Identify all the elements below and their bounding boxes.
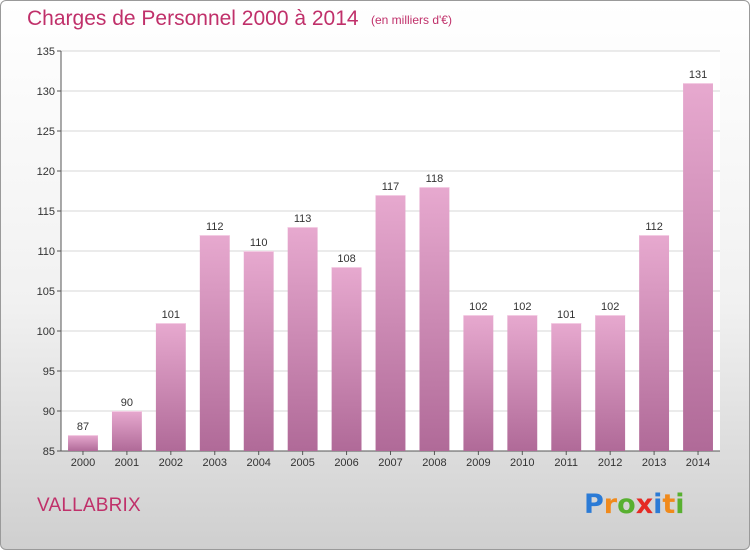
x-tick-label: 2004 bbox=[246, 457, 270, 469]
bar bbox=[243, 251, 274, 451]
logo-letter: i bbox=[675, 489, 685, 520]
bar-value-label: 102 bbox=[469, 301, 487, 313]
bar bbox=[111, 411, 142, 451]
bar bbox=[331, 267, 362, 451]
logo-letter: P bbox=[584, 489, 604, 520]
y-tick-label: 130 bbox=[37, 86, 55, 98]
bar bbox=[551, 323, 582, 451]
bar-value-label: 131 bbox=[689, 69, 707, 81]
bar-value-label: 101 bbox=[162, 309, 180, 321]
y-tick-label: 85 bbox=[43, 446, 55, 458]
x-tick-label: 2002 bbox=[159, 457, 183, 469]
x-tick-label: 2005 bbox=[290, 457, 314, 469]
x-tick-label: 2014 bbox=[686, 457, 710, 469]
y-tick-label: 100 bbox=[37, 326, 55, 338]
chart-title: Charges de Personnel 2000 à 2014 bbox=[27, 7, 359, 30]
logo-letter: x bbox=[635, 489, 654, 520]
commune-name: VALLABRIX bbox=[37, 495, 141, 516]
bar bbox=[199, 235, 230, 451]
x-tick-label: 2006 bbox=[334, 457, 358, 469]
y-tick-label: 95 bbox=[43, 366, 55, 378]
y-tick-label: 115 bbox=[37, 206, 55, 218]
x-tick-label: 2009 bbox=[466, 457, 490, 469]
bar-value-label: 117 bbox=[382, 181, 400, 193]
bar bbox=[463, 315, 494, 451]
bar-value-label: 102 bbox=[601, 301, 619, 313]
x-tick-label: 2008 bbox=[422, 457, 446, 469]
x-tick-label: 2012 bbox=[598, 457, 622, 469]
bar bbox=[419, 187, 450, 451]
bar bbox=[639, 235, 670, 451]
bar-value-label: 87 bbox=[77, 421, 89, 433]
x-tick-label: 2011 bbox=[554, 457, 578, 469]
bar-value-label: 108 bbox=[337, 253, 355, 265]
y-tick-label: 105 bbox=[37, 286, 55, 298]
bar bbox=[155, 323, 186, 451]
bar-value-label: 90 bbox=[121, 397, 133, 409]
bar-value-label: 101 bbox=[557, 309, 575, 321]
proxiti-logo: Proxiti bbox=[584, 489, 685, 520]
bar bbox=[375, 195, 406, 451]
x-tick-label: 2001 bbox=[115, 457, 139, 469]
bar bbox=[68, 435, 98, 451]
bar-value-label: 110 bbox=[250, 237, 268, 249]
y-tick-label: 135 bbox=[37, 46, 55, 58]
logo-letter: o bbox=[617, 489, 636, 520]
x-tick-label: 2007 bbox=[378, 457, 402, 469]
bar-value-label: 112 bbox=[645, 221, 663, 233]
x-tick-label: 2010 bbox=[510, 457, 534, 469]
y-tick-label: 90 bbox=[43, 406, 55, 418]
unit-note: (en milliers d'€) bbox=[371, 13, 452, 27]
bar-value-label: 118 bbox=[426, 173, 444, 185]
bar bbox=[287, 227, 318, 451]
x-tick-label: 2000 bbox=[71, 457, 95, 469]
bar-value-label: 112 bbox=[206, 221, 224, 233]
logo-letter: t bbox=[662, 489, 676, 520]
y-tick-label: 120 bbox=[37, 166, 55, 178]
x-tick-label: 2003 bbox=[203, 457, 227, 469]
bar bbox=[595, 315, 626, 451]
logo-letter: r bbox=[603, 489, 618, 520]
bar-value-label: 102 bbox=[513, 301, 531, 313]
logo-letter: i bbox=[653, 489, 663, 520]
bar bbox=[507, 315, 538, 451]
x-tick-label: 2013 bbox=[642, 457, 666, 469]
bar bbox=[683, 83, 713, 451]
y-tick-label: 110 bbox=[37, 246, 55, 258]
bar-value-label: 113 bbox=[294, 213, 312, 225]
y-tick-label: 125 bbox=[37, 126, 55, 138]
